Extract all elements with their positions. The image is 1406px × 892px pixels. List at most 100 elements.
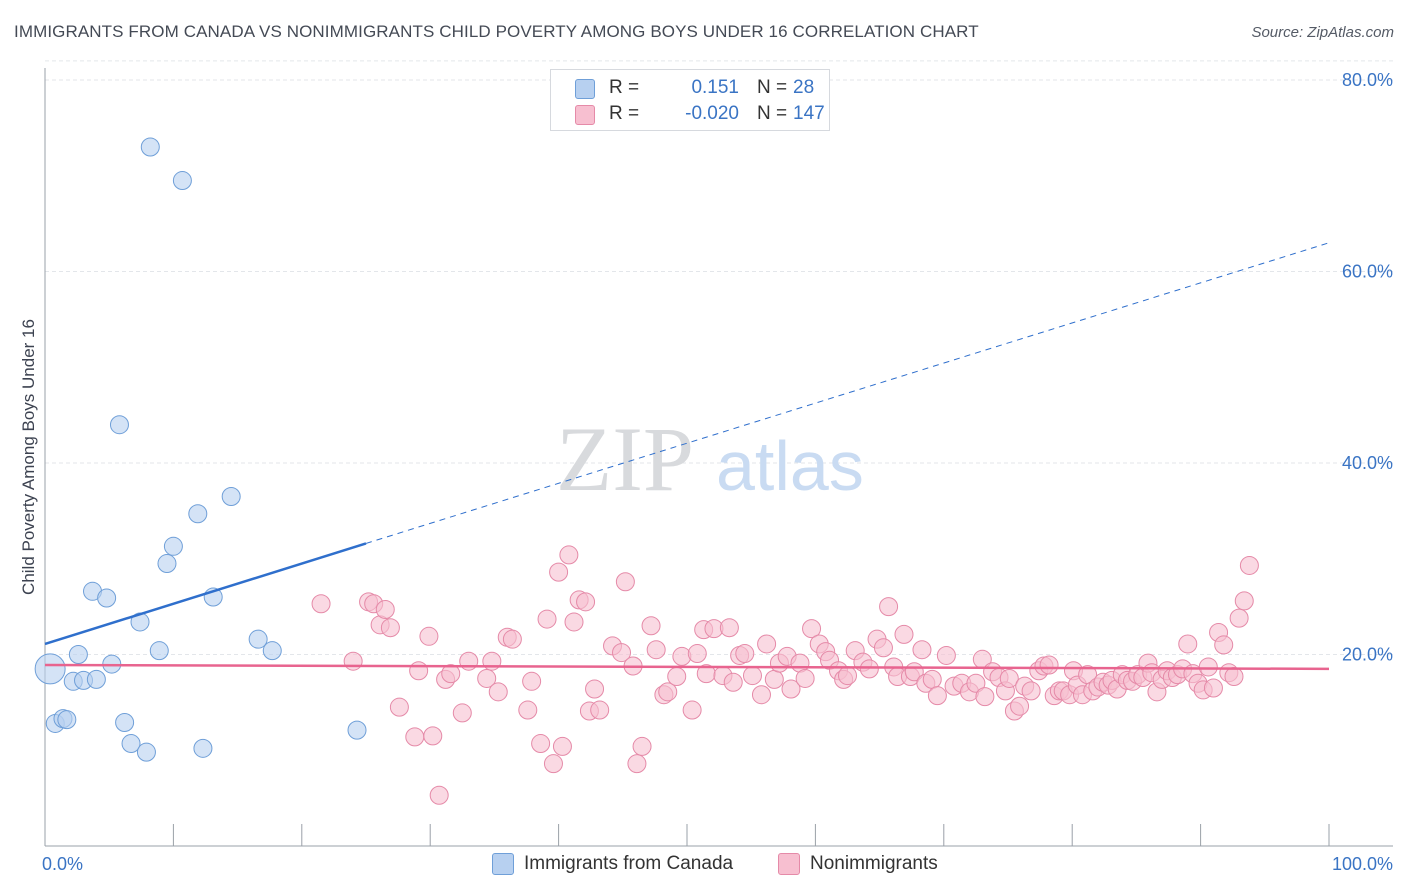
nonimmigrant-point [564, 612, 584, 632]
nonimmigrant-point [552, 736, 572, 756]
canada-trend-line [44, 542, 367, 646]
canada-trend-dashed [365, 242, 1330, 544]
nonimmigrant-point [1239, 555, 1259, 575]
legend-r-value: -0.020 [685, 103, 739, 124]
nonimmigrant-point [1229, 608, 1249, 628]
nonimmigrant-point [1224, 667, 1244, 687]
legend-n-label: N = [757, 77, 788, 98]
nonimmigrant-point [719, 618, 739, 638]
nonimmigrant-point [838, 666, 857, 686]
nonimmigrant-point [419, 626, 439, 646]
nonimmigrant-point [380, 618, 400, 638]
canada-point [140, 137, 160, 157]
nonimmigrant-point [559, 545, 579, 565]
nonimmigrant-point [477, 668, 497, 688]
nonimmigrant-point [1010, 696, 1030, 716]
nonimmigrant-point [522, 671, 542, 691]
y-tick-label: 40.0% [1342, 453, 1393, 473]
legend-n-value: 28 [793, 77, 815, 98]
watermark-atlas: atlas [716, 427, 864, 505]
legend-swatch-canada [575, 79, 595, 99]
nonimmigrant-point [488, 682, 508, 702]
nonimmigrant-point [585, 679, 605, 699]
nonimmigrant-trend-line [44, 663, 1330, 671]
nonimmigrant-point [927, 686, 947, 706]
canada-point [136, 742, 156, 762]
nonimmigrant-point [795, 668, 815, 688]
grid-layer [45, 60, 1393, 655]
nonimmigrant-point [452, 703, 472, 723]
nonimmigrant-point [641, 616, 661, 636]
canada-point [262, 641, 282, 661]
nonimmigrant-point [405, 727, 425, 747]
nonimmigrant-point [632, 736, 652, 756]
nonimmigrant-point [1198, 657, 1218, 677]
nonimmigrant-point [879, 597, 899, 617]
canada-point [109, 415, 129, 435]
y-axis-label: Child Poverty Among Boys Under 16 [19, 319, 38, 595]
canada-point [115, 712, 135, 732]
nonimmigrant-point [735, 644, 755, 664]
nonimmigrant-point [999, 668, 1019, 688]
nonimmigrant-point [518, 700, 538, 720]
trend-layer [365, 242, 1330, 544]
nonimmigrant-point [543, 754, 563, 774]
bottom-legend-label-nonimmigrants: Nonimmigrants [810, 853, 938, 874]
nonimmigrant-point [802, 619, 822, 639]
nonimmigrant-point [894, 624, 914, 644]
nonimmigrant-point [531, 734, 551, 754]
nonimmigrant-point [723, 672, 743, 692]
nonimmigrant-point [1021, 681, 1041, 701]
y-tick-label: 20.0% [1342, 645, 1393, 665]
nonimmigrant-point [576, 592, 596, 612]
canada-point [221, 487, 241, 507]
legend-r-value: 0.151 [691, 77, 739, 98]
x-tick-label: 0.0% [42, 854, 83, 874]
nonimmigrant-point [375, 599, 395, 619]
chart-title: IMMIGRANTS FROM CANADA VS NONIMMIGRANTS … [14, 22, 979, 41]
nonimmigrant-point [537, 609, 557, 629]
nonimmigrant-point [682, 700, 702, 720]
nonimmigrant-point [936, 645, 956, 665]
canada-point [193, 738, 213, 758]
nonimmigrant-point [859, 659, 879, 679]
legend: R = 0.151 N = 28 R = -0.020 N = 147 [550, 69, 830, 131]
nonimmigrant-point [423, 726, 443, 746]
canada-point [347, 720, 367, 740]
bottom-legend-label-canada: Immigrants from Canada [524, 853, 734, 874]
legend-r-label: R = [609, 77, 640, 98]
points-layer [34, 137, 1330, 805]
nonimmigrant-point [751, 685, 771, 705]
x-tick-label: 100.0% [1332, 854, 1393, 874]
watermark: ZIP atlas [556, 408, 864, 510]
nonimmigrant-point [922, 669, 942, 689]
nonimmigrant-point [590, 700, 610, 720]
y-tick-label: 80.0% [1342, 70, 1393, 90]
nonimmigrant-point [966, 673, 986, 693]
canada-point [188, 504, 208, 524]
canada-point [157, 554, 177, 574]
legend-r-label: R = [609, 103, 640, 124]
nonimmigrant-point [781, 679, 801, 699]
canada-point [149, 641, 169, 661]
canada-point [248, 629, 268, 649]
legend-swatch-nonimmigrants [575, 105, 595, 125]
nonimmigrant-point [873, 638, 893, 658]
nonimmigrant-point [409, 661, 429, 681]
bottom-legend-swatch-canada [492, 853, 514, 875]
nonimmigrant-point [441, 664, 461, 684]
nonimmigrant-point [1214, 635, 1234, 655]
watermark-zip: ZIP [556, 408, 694, 510]
nonimmigrant-point [1039, 655, 1059, 675]
nonimmigrant-point [389, 697, 409, 717]
nonimmigrant-point [615, 572, 635, 592]
nonimmigrant-point [502, 629, 522, 649]
nonimmigrant-point [672, 646, 692, 666]
nonimmigrant-point [687, 644, 707, 664]
bottom-legend-swatch-nonimmigrants [778, 853, 800, 875]
nonimmigrant-point [658, 682, 678, 702]
canada-point [68, 645, 88, 664]
nonimmigrant-point [311, 594, 331, 614]
nonimmigrant-point [343, 651, 363, 671]
